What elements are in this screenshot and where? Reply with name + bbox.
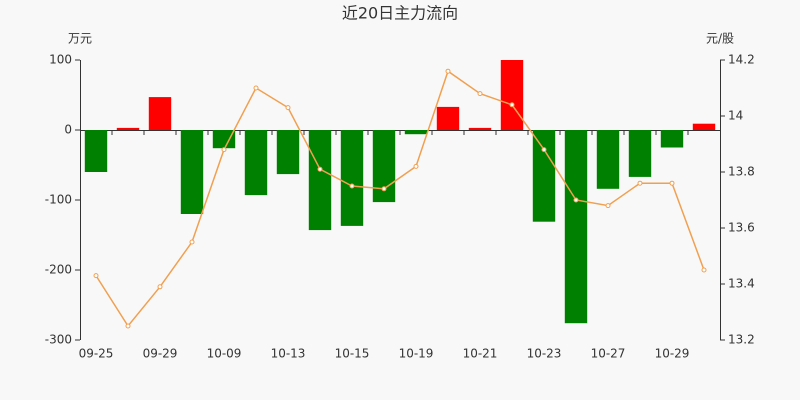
price-point (157, 284, 163, 290)
bar (404, 130, 428, 135)
bar (212, 130, 236, 149)
price-point (669, 180, 675, 186)
bar (628, 130, 652, 177)
price-point (93, 273, 99, 279)
y2-tick-label: 13.6 (728, 221, 755, 235)
bar (308, 130, 332, 231)
bar (596, 130, 620, 189)
y2-tick-label: 13.2 (728, 333, 755, 347)
price-point (637, 180, 643, 186)
bar (500, 60, 524, 130)
price-point (701, 267, 707, 273)
bar (116, 127, 140, 130)
x-tick-label: 10-15 (335, 347, 370, 361)
y2-axis-label: 元/股 (706, 32, 734, 46)
price-point (477, 91, 483, 97)
price-point (285, 105, 291, 111)
y-axis-label: 万元 (68, 32, 92, 46)
x-tick-label: 10-27 (591, 347, 626, 361)
bar (468, 127, 492, 130)
x-tick-label: 10-09 (207, 347, 242, 361)
bar (244, 130, 268, 196)
price-point (573, 197, 579, 203)
price-point (413, 163, 419, 169)
bar (148, 97, 172, 130)
x-tick-label: 10-29 (655, 347, 690, 361)
price-point (509, 102, 515, 108)
y2-tick-label: 14.2 (728, 53, 755, 67)
y-tick-label: -300 (45, 333, 72, 347)
x-tick-label: 10-19 (399, 347, 434, 361)
price-line (95, 70, 705, 328)
price-point (253, 85, 259, 91)
y2-tick-label: 13.4 (728, 277, 755, 291)
x-tick-label: 10-13 (271, 347, 306, 361)
bar (532, 130, 556, 222)
price-point (349, 183, 355, 189)
price-point (381, 186, 387, 192)
bar (180, 130, 204, 214)
price-point (189, 239, 195, 245)
bar (692, 123, 716, 130)
bar (564, 130, 588, 324)
y-tick-label: -200 (45, 263, 72, 277)
price-point (221, 147, 227, 153)
bar (84, 130, 108, 172)
price-point (605, 203, 611, 209)
y2-tick-label: 14 (728, 109, 743, 123)
y-tick-label: 0 (64, 123, 72, 137)
bar (276, 130, 300, 175)
price-point (541, 147, 547, 153)
chart-title: 近20日主力流向 (342, 4, 458, 23)
x-tick-label: 09-25 (79, 347, 114, 361)
y2-tick-label: 13.8 (728, 165, 755, 179)
price-point (445, 68, 451, 74)
x-tick-label: 10-21 (463, 347, 498, 361)
price-point (317, 166, 323, 172)
y-tick-label: 100 (49, 53, 72, 67)
bar (660, 130, 684, 148)
x-tick-label: 09-29 (143, 347, 178, 361)
price-point (125, 323, 131, 329)
bar (436, 106, 460, 130)
bar (340, 130, 364, 226)
x-tick-label: 10-23 (527, 347, 562, 361)
y-tick-label: -100 (45, 193, 72, 207)
